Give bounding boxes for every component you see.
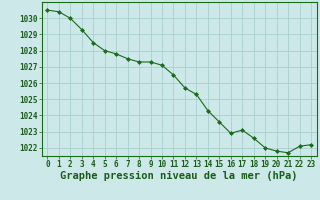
X-axis label: Graphe pression niveau de la mer (hPa): Graphe pression niveau de la mer (hPa) bbox=[60, 171, 298, 181]
